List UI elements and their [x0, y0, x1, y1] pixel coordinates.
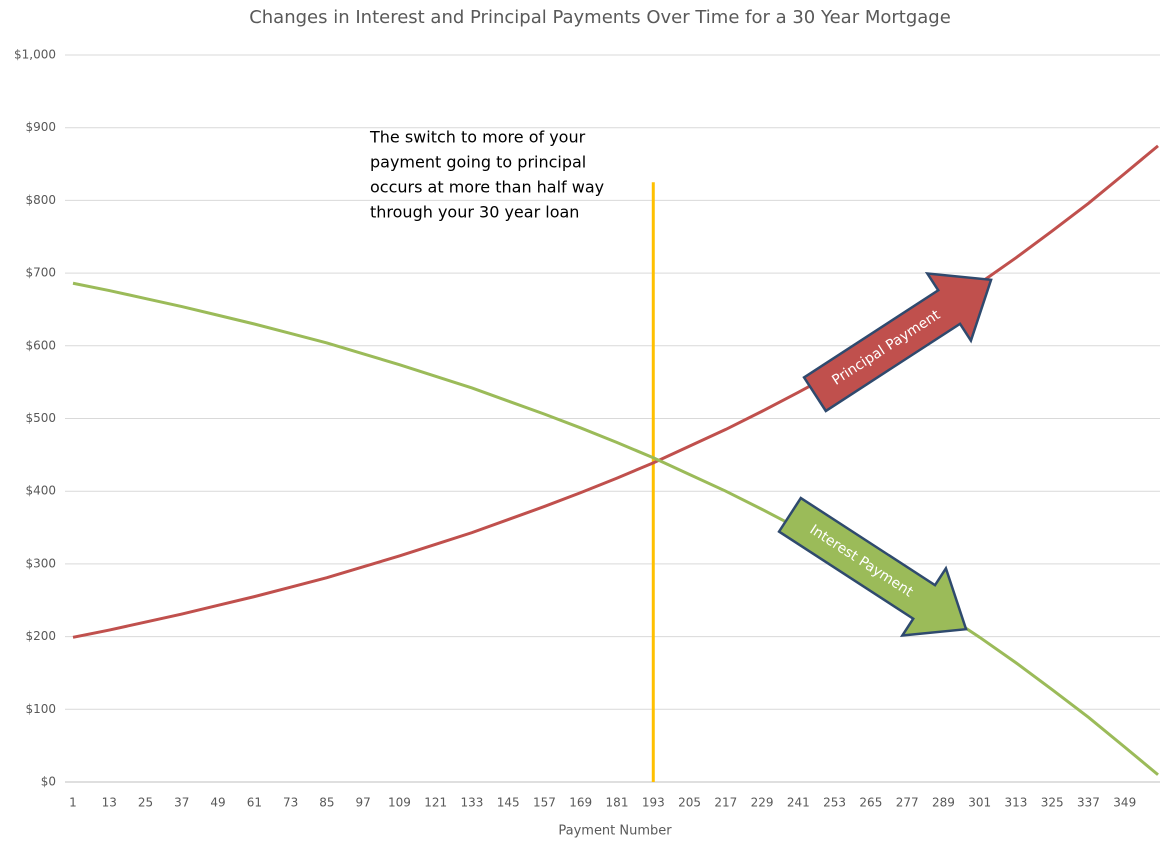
x-tick-label: 253: [823, 796, 846, 810]
x-tick-label: 109: [388, 796, 411, 810]
x-tick-label: 133: [460, 796, 483, 810]
x-tick-label: 169: [569, 796, 592, 810]
arrow-shape: [777, 496, 968, 638]
x-tick-label: 301: [968, 796, 991, 810]
y-tick-label: $500: [25, 411, 56, 425]
x-tick-label: 73: [283, 796, 298, 810]
series-line: [72, 281, 1159, 776]
x-tick-label: 217: [714, 796, 737, 810]
x-tick-label: 121: [424, 796, 447, 810]
x-tick-label: 337: [1077, 796, 1100, 810]
y-tick-label: $300: [25, 556, 56, 570]
x-tick-label: 97: [355, 796, 370, 810]
x-tick-label: 145: [497, 796, 520, 810]
annotation-text: The switch to more of your: [369, 128, 586, 147]
x-tick-label: 85: [319, 796, 334, 810]
x-tick-label: 61: [247, 796, 262, 810]
x-axis-label: Payment Number: [558, 824, 672, 839]
x-tick-label: 229: [751, 796, 774, 810]
y-tick-label: $600: [25, 338, 56, 352]
annotation-text: payment going to principal: [370, 153, 586, 172]
annotation-text: through your 30 year loan: [370, 203, 579, 222]
y-tick-label: $400: [25, 484, 56, 498]
x-tick-label: 349: [1113, 796, 1136, 810]
x-tick-label: 181: [606, 796, 629, 810]
y-tick-label: $900: [25, 120, 56, 134]
x-tick-label: 37: [174, 796, 189, 810]
y-tick-label: $1,000: [14, 48, 56, 62]
y-tick-label: $700: [25, 266, 56, 280]
x-tick-label: 313: [1004, 796, 1027, 810]
x-tick-label: 157: [533, 796, 556, 810]
y-tick-label: $0: [41, 775, 56, 789]
x-tick-label: 265: [859, 796, 882, 810]
y-tick-label: $100: [25, 702, 56, 716]
x-tick-label: 25: [138, 796, 153, 810]
chart-title: Changes in Interest and Principal Paymen…: [249, 7, 951, 28]
x-tick-label: 193: [642, 796, 665, 810]
x-tick-label: 241: [787, 796, 810, 810]
x-tick-label: 205: [678, 796, 701, 810]
x-tick-label: 325: [1041, 796, 1064, 810]
annotation-text: occurs at more than half way: [370, 178, 604, 197]
arrow-shape: [802, 271, 993, 413]
arrow-label: Principal Payment: [829, 307, 943, 389]
y-tick-label: $200: [25, 629, 56, 643]
x-tick-label: 49: [210, 796, 225, 810]
y-tick-label: $800: [25, 193, 56, 207]
x-tick-label: 1: [69, 796, 77, 810]
x-tick-label: 13: [102, 796, 117, 810]
x-tick-label: 277: [896, 796, 919, 810]
x-tick-label: 289: [932, 796, 955, 810]
callout-arrow: Interest Payment: [777, 496, 968, 638]
